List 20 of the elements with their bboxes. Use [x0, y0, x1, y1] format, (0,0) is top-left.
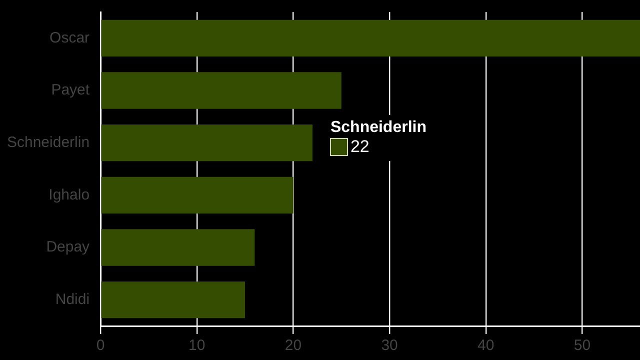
- annotation: Schneiderlin: [330, 118, 426, 137]
- annotation: 22: [350, 136, 370, 157]
- x-tick-label: 20: [284, 337, 302, 354]
- y-tick-label: Ighalo: [48, 186, 90, 204]
- bar: [101, 229, 255, 266]
- bar: [101, 72, 342, 109]
- x-tick-label: 50: [574, 337, 591, 354]
- y-tick-label: Payet: [51, 82, 90, 99]
- bar: [101, 20, 640, 56]
- x-tick-label: 40: [478, 337, 494, 354]
- bar: [101, 176, 294, 214]
- y-tick-label: Ndidi: [55, 290, 90, 308]
- y-tick-label: Depay: [46, 238, 90, 256]
- bar: [101, 282, 246, 318]
- y-tick-label: Oscar: [50, 29, 90, 46]
- y-tick-label: Schneiderlin: [6, 134, 90, 151]
- x-tick-label: 0: [96, 337, 105, 354]
- x-tick-label: 10: [188, 337, 206, 354]
- x-tick-label: 30: [381, 337, 398, 354]
- bar: [101, 124, 312, 162]
